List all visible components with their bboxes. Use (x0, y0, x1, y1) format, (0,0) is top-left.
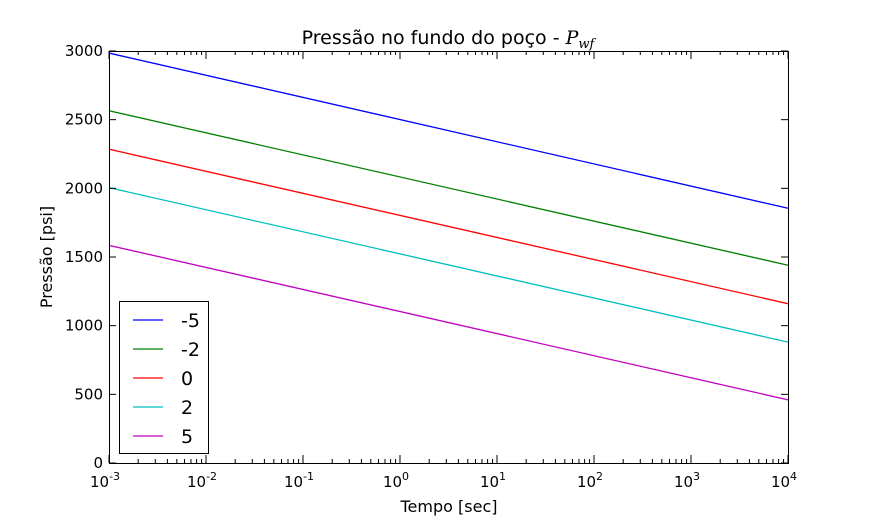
x-tick-label-base: 10 (90, 473, 109, 491)
x-tick-label-exp: -3 (109, 470, 120, 483)
y-tick-label: 2500 (65, 111, 103, 129)
x-axis-label: Tempo [sec] (400, 497, 498, 516)
legend-label-0: -5 (181, 310, 200, 332)
legend-label-4: 5 (181, 426, 193, 448)
series-line-1 (108, 110, 789, 266)
x-tick-label-base: 10 (284, 473, 303, 491)
plot-frame (109, 51, 789, 464)
y-tick-label: 500 (74, 385, 103, 403)
x-tick-label-base: 10 (187, 473, 206, 491)
x-tick-label: 10-3 (90, 470, 120, 491)
x-tick-label: 104 (771, 470, 797, 491)
x-tick-label-exp: 4 (790, 470, 797, 483)
plot-area (108, 52, 789, 401)
x-axis: 10-3 10-2 10-1 100 101 102 103 104 (90, 51, 797, 491)
x-tick-label: 101 (480, 470, 506, 491)
x-tick-label-exp: 3 (693, 470, 700, 483)
chart-title-math: P (565, 27, 580, 49)
y-tick-label: 0 (93, 454, 103, 472)
legend-label-2: 0 (181, 368, 193, 390)
series-line-3 (108, 187, 789, 343)
x-tick-label-exp: -2 (206, 470, 217, 483)
x-tick-label: 10-2 (187, 470, 217, 491)
legend-label-1: -2 (181, 339, 200, 361)
x-tick-label: 100 (383, 470, 409, 491)
y-tick-label: 1500 (65, 248, 103, 266)
x-tick-label-base: 10 (480, 473, 499, 491)
y-axis-label: Pressão [psi] (37, 206, 56, 308)
series-line-4 (108, 244, 789, 401)
y-tick-label: 3000 (65, 42, 103, 60)
chart-title: Pressão no fundo do poço - Pwf (302, 27, 597, 52)
x-tick-label-base: 10 (674, 473, 693, 491)
y-axis: 0 500 1000 1500 2000 2500 3000 (65, 42, 788, 472)
legend: -5 -2 0 2 5 (119, 301, 209, 454)
x-tick-label-exp: 1 (499, 470, 506, 483)
x-tick-label-base: 10 (771, 473, 790, 491)
chart-title-math-sub: wf (578, 37, 596, 52)
x-tick-label-exp: 2 (596, 470, 603, 483)
x-tick-label-base: 10 (577, 473, 596, 491)
chart-title-text: Pressão no fundo do poço - (302, 27, 566, 49)
y-tick-label: 1000 (65, 317, 103, 335)
x-tick-label-base: 10 (383, 473, 402, 491)
series-line-2 (108, 148, 789, 305)
x-tick-label-exp: -1 (303, 470, 314, 483)
x-tick-label: 103 (674, 470, 700, 491)
legend-label-3: 2 (181, 397, 193, 419)
x-tick-label: 102 (577, 470, 603, 491)
y-tick-label: 2000 (65, 179, 103, 197)
x-tick-label-exp: 0 (402, 470, 409, 483)
x-tick-label: 10-1 (284, 470, 314, 491)
series-line-0 (108, 52, 789, 209)
